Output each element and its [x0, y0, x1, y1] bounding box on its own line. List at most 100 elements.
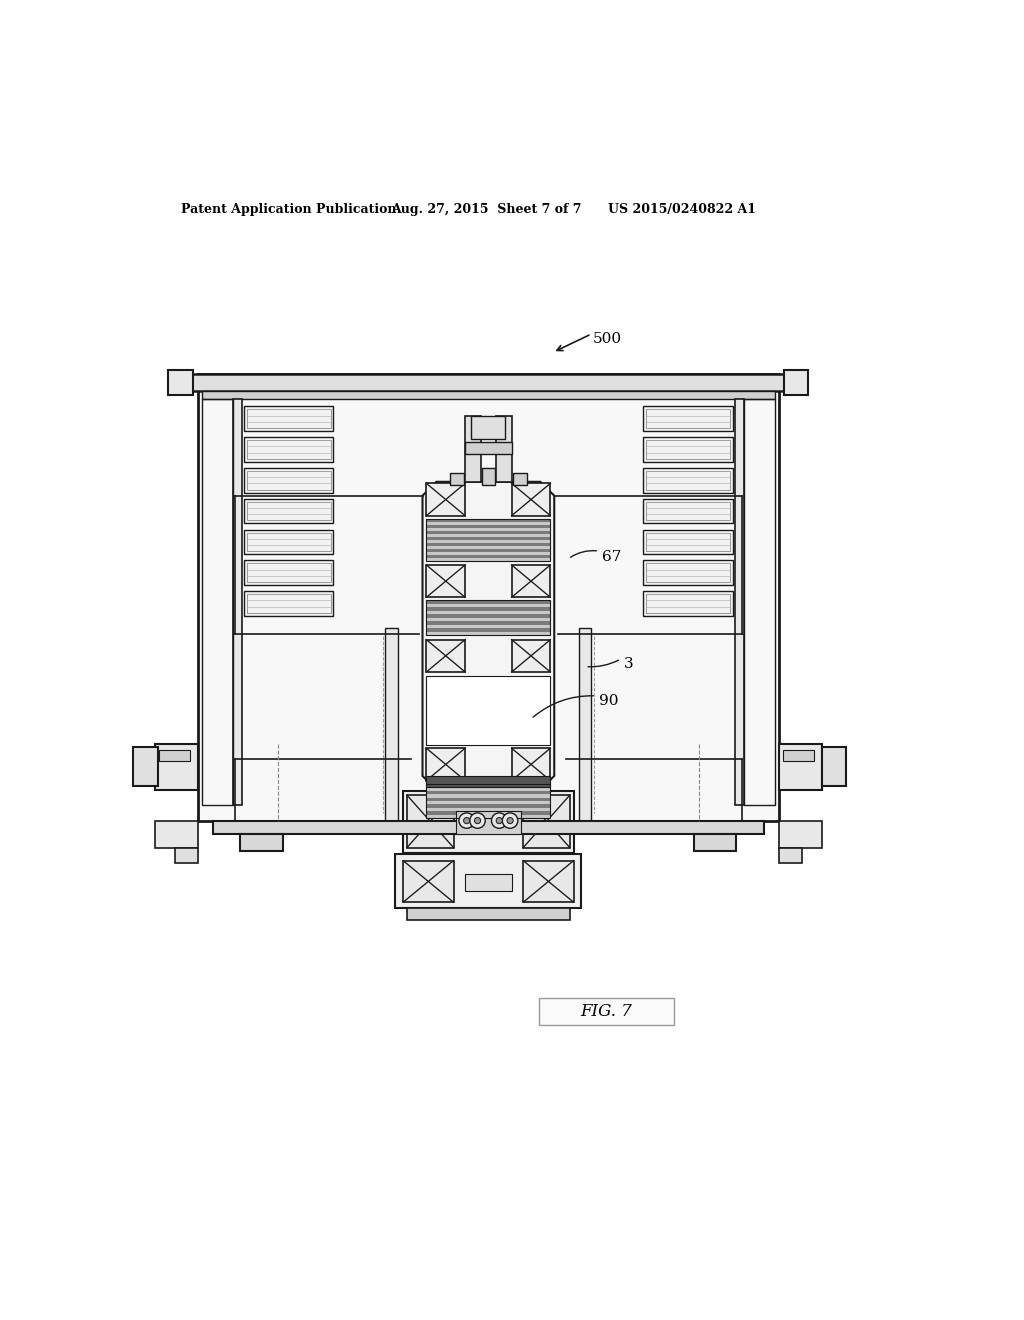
Bar: [426, 531, 550, 533]
Bar: [643, 560, 732, 585]
Bar: [646, 409, 730, 428]
Bar: [426, 519, 550, 521]
Bar: [643, 499, 732, 524]
Bar: [202, 399, 232, 805]
Text: US 2015/0240822 A1: US 2015/0240822 A1: [608, 203, 757, 216]
Text: 90: 90: [599, 693, 618, 708]
Bar: [426, 603, 550, 607]
Bar: [407, 908, 569, 920]
Bar: [403, 792, 573, 853]
Bar: [182, 374, 795, 391]
Bar: [426, 546, 550, 549]
Bar: [426, 483, 465, 516]
Circle shape: [496, 817, 503, 824]
Bar: [202, 391, 775, 399]
Bar: [395, 854, 582, 908]
Bar: [245, 407, 334, 430]
Bar: [245, 437, 334, 462]
Bar: [426, 787, 550, 791]
Bar: [646, 564, 730, 582]
Bar: [168, 370, 194, 395]
Bar: [539, 998, 675, 1024]
Bar: [426, 556, 550, 558]
Bar: [426, 631, 550, 635]
Circle shape: [507, 817, 513, 824]
Bar: [465, 874, 512, 891]
Bar: [155, 743, 198, 789]
Bar: [821, 747, 847, 785]
Bar: [426, 791, 550, 795]
Bar: [783, 750, 814, 760]
Bar: [471, 416, 506, 440]
Bar: [513, 473, 527, 484]
Bar: [159, 750, 190, 760]
Bar: [247, 564, 331, 582]
Bar: [385, 628, 397, 821]
Text: 3: 3: [624, 657, 634, 672]
Bar: [174, 847, 198, 863]
Bar: [643, 529, 732, 554]
Bar: [426, 611, 550, 614]
Bar: [465, 442, 512, 454]
Bar: [426, 614, 550, 618]
Bar: [646, 594, 730, 612]
Bar: [245, 499, 334, 524]
Bar: [426, 628, 550, 631]
Bar: [512, 748, 550, 780]
Bar: [523, 861, 573, 903]
Bar: [450, 473, 464, 484]
Bar: [426, 808, 550, 812]
Bar: [133, 747, 159, 785]
Bar: [426, 558, 550, 561]
Bar: [426, 618, 550, 622]
Bar: [245, 529, 334, 554]
Bar: [426, 804, 550, 808]
Bar: [247, 502, 331, 520]
Bar: [247, 409, 331, 428]
Bar: [213, 821, 764, 834]
Circle shape: [503, 813, 518, 829]
Bar: [247, 441, 331, 459]
Circle shape: [492, 813, 507, 829]
Bar: [779, 847, 802, 863]
Bar: [643, 407, 732, 430]
Circle shape: [474, 817, 480, 824]
Bar: [426, 549, 550, 552]
Bar: [426, 776, 550, 787]
Bar: [426, 640, 465, 672]
Bar: [426, 795, 550, 797]
Bar: [426, 528, 550, 531]
Bar: [245, 469, 334, 492]
Bar: [426, 797, 550, 801]
Bar: [241, 834, 283, 851]
Bar: [426, 784, 550, 818]
Bar: [426, 601, 550, 635]
Bar: [456, 810, 521, 834]
Bar: [426, 540, 550, 543]
Bar: [403, 861, 454, 903]
Bar: [643, 437, 732, 462]
Text: Patent Application Publication: Patent Application Publication: [180, 203, 396, 216]
Bar: [426, 537, 550, 540]
Bar: [779, 743, 821, 789]
Bar: [465, 416, 480, 482]
Bar: [247, 471, 331, 490]
Bar: [426, 533, 550, 537]
Bar: [646, 502, 730, 520]
Bar: [523, 795, 569, 847]
Bar: [783, 370, 809, 395]
Bar: [426, 622, 550, 624]
Bar: [426, 519, 550, 561]
Bar: [482, 469, 495, 484]
Bar: [426, 624, 550, 628]
Circle shape: [470, 813, 485, 829]
Bar: [426, 552, 550, 556]
Bar: [735, 399, 744, 805]
Bar: [247, 533, 331, 552]
Bar: [426, 565, 465, 598]
Bar: [779, 821, 821, 847]
Bar: [426, 748, 465, 780]
Bar: [693, 834, 736, 851]
Bar: [426, 814, 550, 818]
Bar: [646, 441, 730, 459]
